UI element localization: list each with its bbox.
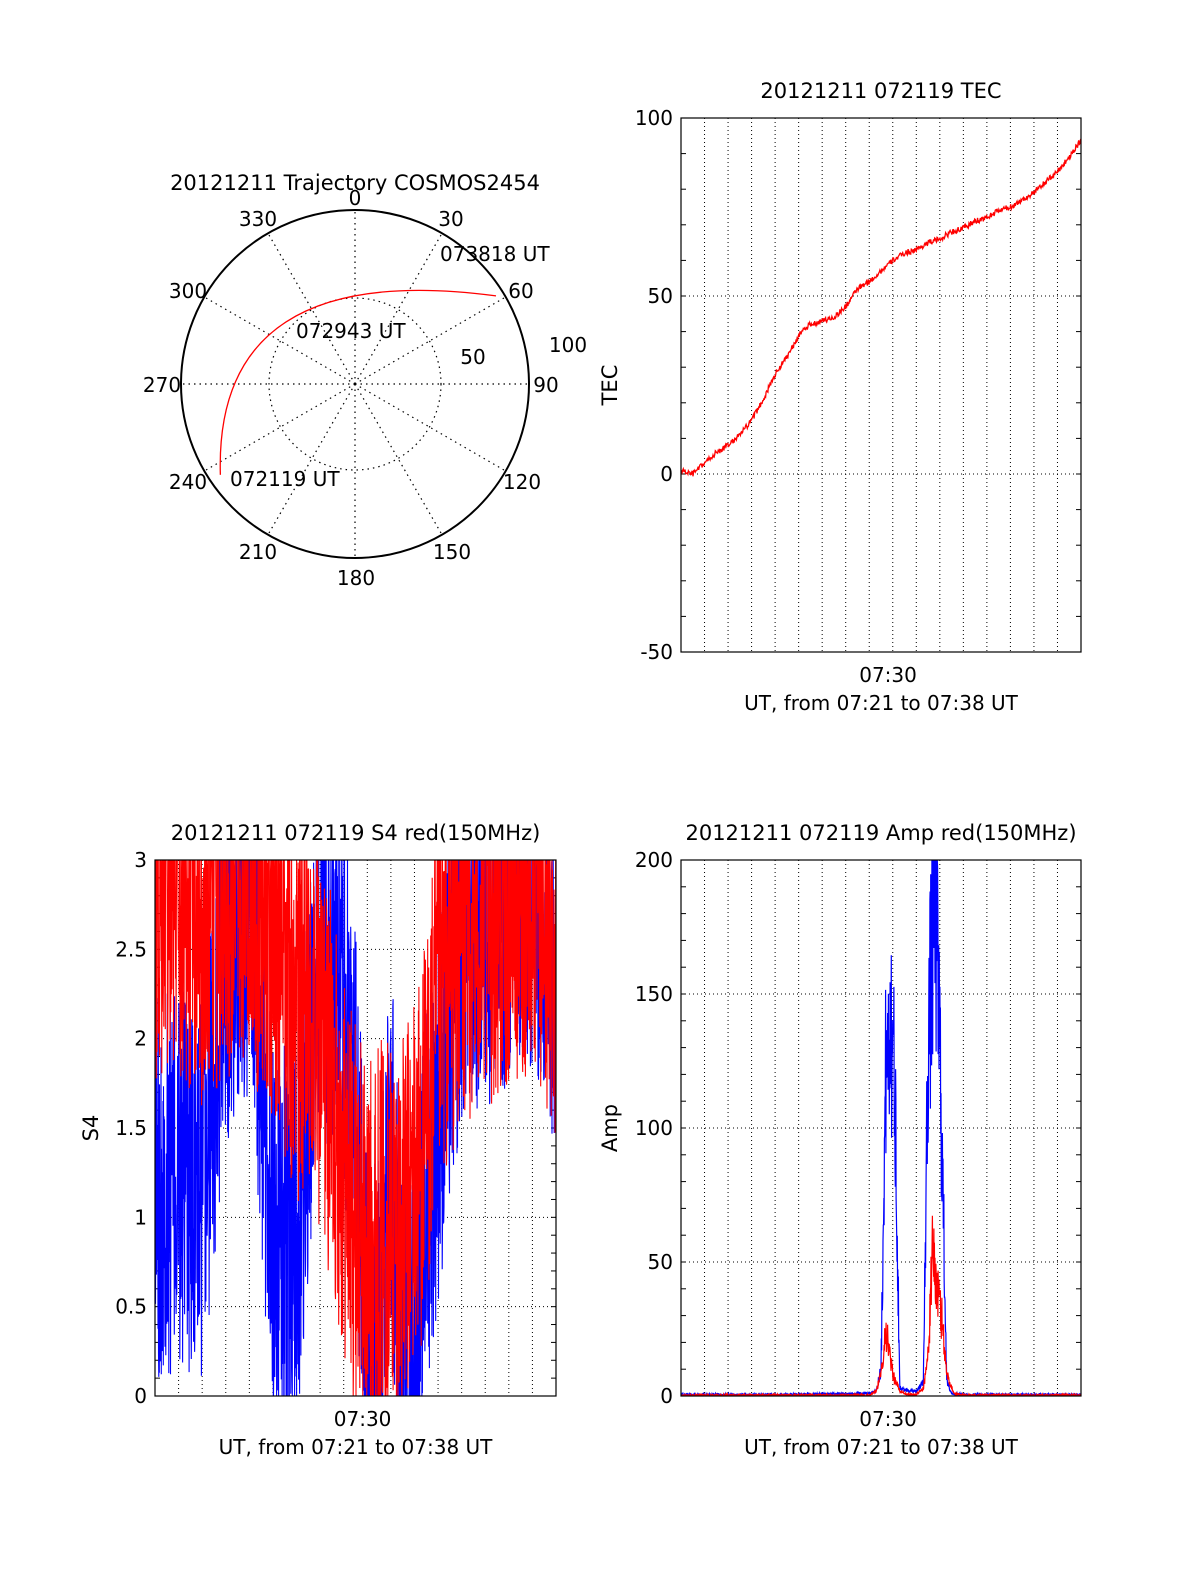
s4-ytick-label: 0.5	[115, 1295, 147, 1319]
polar-point-label: 073818 UT	[440, 242, 550, 266]
polar-azimuth-label: 0	[349, 186, 362, 210]
polar-point-label: 072943 UT	[296, 319, 406, 343]
polar-radial-label: 50	[460, 345, 485, 369]
amp-series-group	[681, 860, 1081, 1396]
polar-point-label: 072119 UT	[230, 467, 340, 491]
polar-azimuth-label: 300	[169, 279, 207, 303]
s4-xlabel: UT, from 07:21 to 07:38 UT	[219, 1435, 494, 1459]
amp-ytick-label: 50	[648, 1250, 673, 1274]
polar-azimuth-label: 30	[438, 207, 463, 231]
s4-xtick-label: 07:30	[334, 1407, 392, 1431]
tec-ytick-label: 0	[660, 462, 673, 486]
polar-inner-circle	[268, 297, 442, 471]
tec-title: 20121211 072119 TEC	[760, 79, 1001, 103]
polar-spoke	[354, 383, 506, 472]
amp-frame	[680, 859, 1082, 1397]
amp-xtick-label: 07:30	[859, 1407, 917, 1431]
polar-radial-label: 100	[549, 333, 587, 357]
s4-ytick-label: 2	[134, 1027, 147, 1051]
tec-series-red	[681, 138, 1081, 477]
polar-azimuth-label: 330	[239, 207, 277, 231]
tec-ytick-label: 100	[635, 106, 673, 130]
s4-title: 20121211 072119 S4 red(150MHz)	[171, 821, 541, 845]
amp-panel: 20121211 072119 Amp red(150MHz) 0 50 100 150…	[598, 821, 1082, 1459]
s4-frame	[154, 859, 557, 1397]
tec-series-group	[681, 138, 1081, 477]
amp-ylabel: Amp	[598, 1104, 622, 1152]
tec-ylabel: TEC	[598, 365, 622, 407]
polar-spoke	[267, 383, 356, 535]
tec-xlabel: UT, from 07:21 to 07:38 UT	[744, 691, 1019, 715]
polar-azimuth-label: 90	[533, 373, 558, 397]
tec-ytick-label: -50	[640, 640, 673, 664]
polar-spoke	[354, 296, 506, 385]
amp-ytick-label: 0	[660, 1384, 673, 1408]
s4-ylabel: S4	[79, 1115, 103, 1142]
polar-spoke	[267, 233, 356, 385]
tec-panel: 20121211 072119 TEC -50 0 50 100 07:30 UT, fro…	[598, 79, 1082, 715]
amp-ytick-label: 100	[635, 1116, 673, 1140]
polar-azimuth-label: 60	[508, 279, 533, 303]
tec-frame	[680, 117, 1082, 653]
polar-spoke	[204, 383, 356, 472]
polar-azimuth-label: 240	[169, 470, 207, 494]
s4-ytick-label: 0	[134, 1384, 147, 1408]
polar-azimuth-label: 180	[337, 566, 375, 590]
polar-azimuth-label: 120	[503, 470, 541, 494]
s4-ytick-label: 1.5	[115, 1116, 147, 1140]
polar-spoke	[204, 296, 356, 385]
amp-series-red	[681, 1215, 1081, 1396]
amp-xlabel: UT, from 07:21 to 07:38 UT	[744, 1435, 1019, 1459]
polar-spoke	[354, 383, 443, 535]
polar-title: 20121211 Trajectory COSMOS2454	[170, 171, 540, 195]
tec-ytick-label: 50	[648, 284, 673, 308]
amp-title: 20121211 072119 Amp red(150MHz)	[685, 821, 1076, 845]
polar-trajectory-line	[219, 289, 497, 475]
polar-azimuth-label: 210	[239, 540, 277, 564]
polar-azimuth-label: 150	[433, 540, 471, 564]
polar-outer-circle	[180, 209, 530, 559]
amp-ytick-label: 200	[635, 848, 673, 872]
polar-azimuth-label: 270	[143, 373, 181, 397]
s4-ytick-label: 2.5	[115, 937, 147, 961]
s4-panel: 20121211 072119 S4 red(150MHz) 0 0.5 1 1.5 2 2…	[79, 821, 557, 1459]
amp-ytick-label: 150	[635, 982, 673, 1006]
tec-xtick-label: 07:30	[859, 663, 917, 687]
s4-series-group	[155, 860, 556, 1396]
s4-series-red	[155, 860, 556, 1396]
s4-ytick-label: 1	[134, 1205, 147, 1229]
polar-spoke	[354, 233, 443, 385]
s4-ytick-label: 3	[134, 848, 147, 872]
